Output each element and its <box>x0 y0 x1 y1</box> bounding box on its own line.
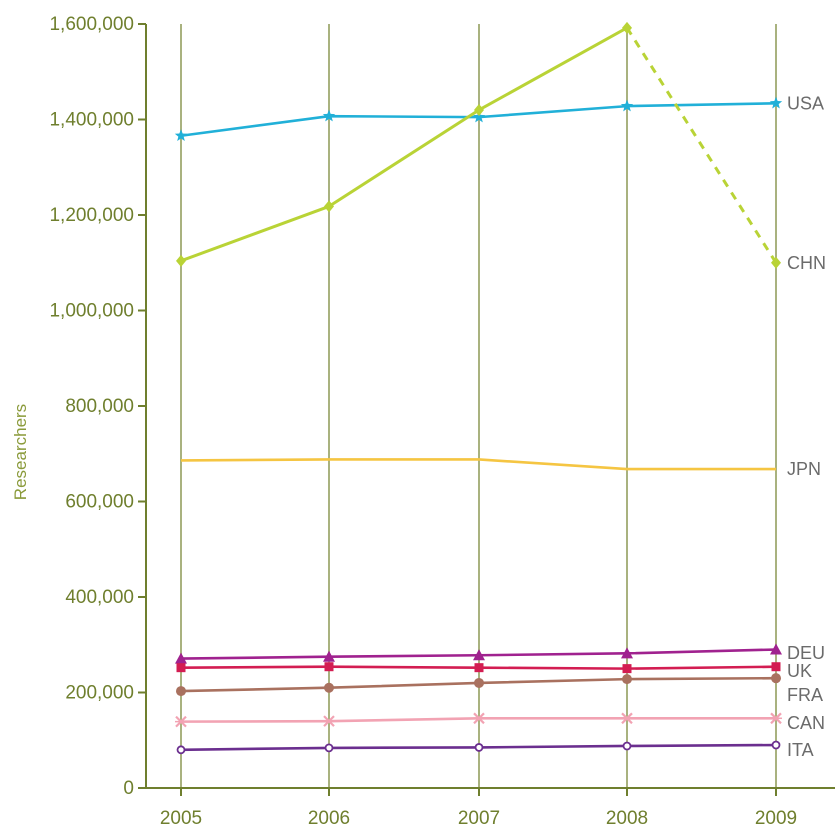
series-line-jpn <box>180 458 776 471</box>
point-uk-2008 <box>622 664 632 674</box>
point-chn-2006 <box>324 200 334 213</box>
x-tick-label: 2005 <box>160 808 202 829</box>
point-deu-2007 <box>473 649 485 661</box>
series-fra <box>176 673 781 697</box>
series-line-dashed-chn <box>625 27 778 264</box>
series-label-deu: DEU <box>787 643 825 663</box>
y-tick-label: 1,200,000 <box>49 205 134 226</box>
point-deu-2006 <box>323 650 335 662</box>
point-chn-2008 <box>622 21 632 34</box>
point-fra-2008 <box>622 674 632 685</box>
point-usa-2005 <box>174 129 188 141</box>
y-tick-label: 0 <box>123 778 134 799</box>
point-usa-2007 <box>472 110 486 123</box>
x-tick-label: 2009 <box>755 808 797 829</box>
point-deu-2008 <box>621 647 633 659</box>
x-tick-label: 2007 <box>458 808 500 829</box>
x-tick-label: 2006 <box>308 808 350 829</box>
series-label-jpn: JPN <box>787 459 821 479</box>
series-label-uk: UK <box>787 661 812 681</box>
series-label-fra: FRA <box>787 685 823 705</box>
point-fra-2005 <box>176 686 186 697</box>
point-deu-2009 <box>770 643 782 655</box>
y-tick-label: 200,000 <box>65 683 134 704</box>
point-uk-2005 <box>176 663 186 673</box>
series-deu <box>175 643 782 664</box>
point-fra-2006 <box>324 682 334 693</box>
point-can-2008 <box>621 712 633 725</box>
series-chn <box>176 21 781 269</box>
gridlines <box>180 24 777 788</box>
y-axis-title: Researchers <box>11 404 30 500</box>
series-label-chn: CHN <box>787 253 826 273</box>
series-jpn <box>180 458 776 471</box>
series-uk <box>176 662 781 674</box>
series-label-ita: ITA <box>787 740 814 760</box>
point-usa-2008 <box>620 99 634 112</box>
y-tick-label: 1,400,000 <box>49 110 134 131</box>
point-can-2006 <box>323 715 335 727</box>
y-tick-label: 800,000 <box>65 396 134 417</box>
axes: 0 200,000 400,000 600,000 800,000 1,000,000 1,… <box>49 14 835 829</box>
y-tick-label: 1,600,000 <box>49 14 134 35</box>
y-tick-label: 400,000 <box>65 587 134 608</box>
point-uk-2009 <box>771 662 781 672</box>
y-tick-label: 600,000 <box>65 492 134 513</box>
point-ita-2007 <box>474 743 484 752</box>
x-tick-label: 2008 <box>606 808 648 829</box>
series-ita <box>176 740 781 755</box>
point-uk-2006 <box>324 662 334 672</box>
point-chn-2009 <box>771 256 781 269</box>
point-ita-2008 <box>622 741 632 751</box>
point-can-2007 <box>473 712 485 725</box>
point-fra-2007 <box>474 677 484 688</box>
point-can-2005 <box>175 715 187 728</box>
point-deu-2005 <box>175 652 187 664</box>
series-can <box>175 712 782 728</box>
point-ita-2005 <box>176 745 186 755</box>
series-layer <box>174 21 783 755</box>
point-chn-2007 <box>474 103 484 116</box>
point-chn-2005 <box>176 254 186 267</box>
point-ita-2009 <box>771 740 781 750</box>
series-label-can: CAN <box>787 713 825 733</box>
series-label-usa: USA <box>787 93 824 113</box>
point-fra-2009 <box>771 673 781 684</box>
y-tick-label: 1,000,000 <box>49 301 134 322</box>
point-can-2009 <box>770 712 782 725</box>
point-usa-2006 <box>322 109 336 122</box>
point-ita-2006 <box>324 743 334 753</box>
point-uk-2007 <box>474 663 484 673</box>
point-usa-2009 <box>769 96 783 109</box>
series-line-chn <box>180 26 628 263</box>
